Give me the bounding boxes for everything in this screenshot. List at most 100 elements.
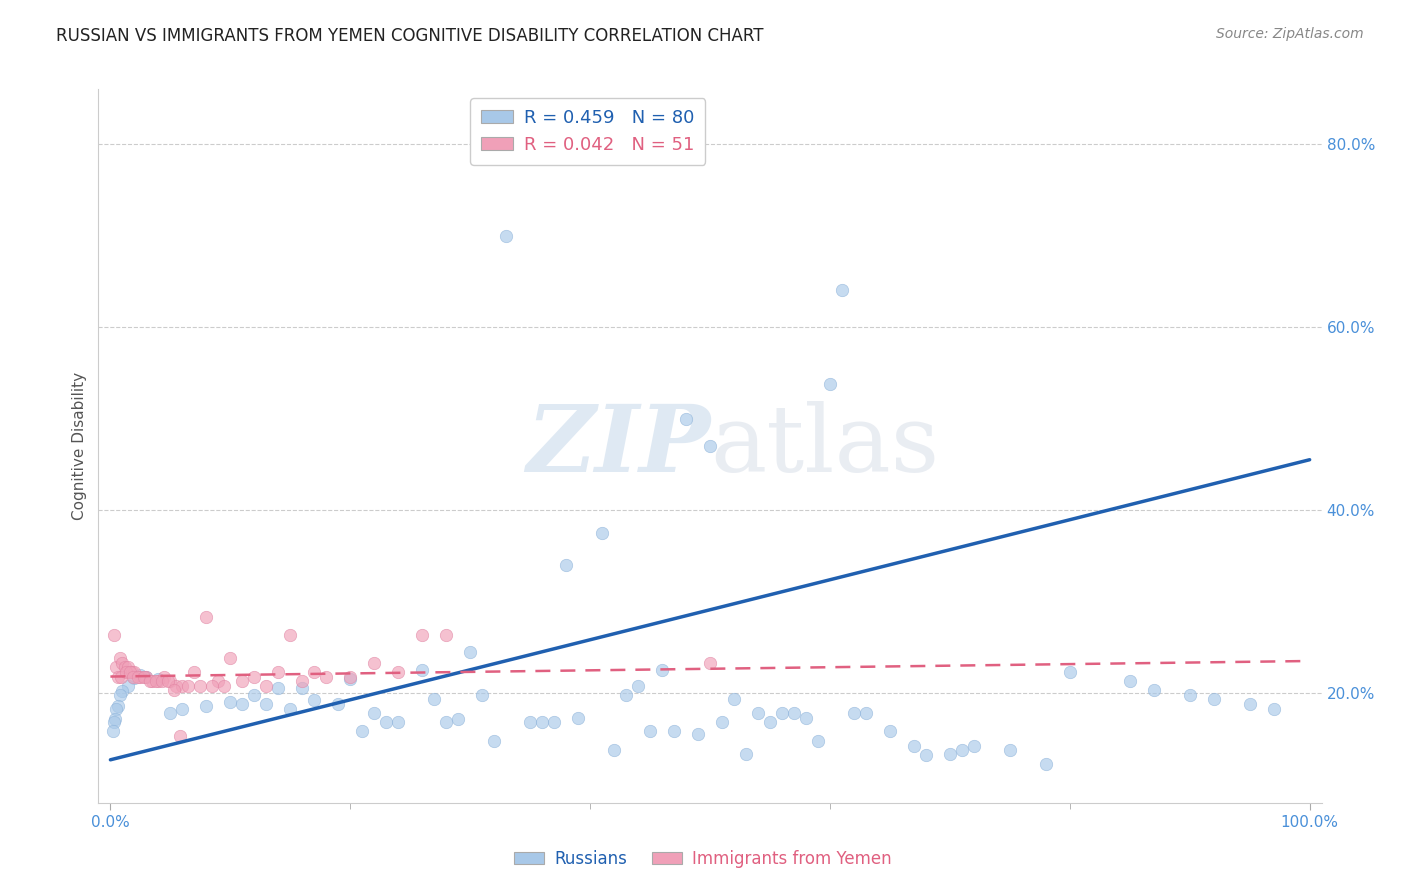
Point bbox=[352, 724, 374, 739]
Text: Source: ZipAtlas.com: Source: ZipAtlas.com bbox=[1216, 27, 1364, 41]
Y-axis label: Cognitive Disability: Cognitive Disability bbox=[72, 372, 87, 520]
Point bbox=[135, 669, 157, 683]
Point bbox=[105, 660, 128, 674]
Point bbox=[591, 525, 613, 540]
Point bbox=[495, 228, 517, 243]
Point bbox=[651, 663, 673, 677]
Point bbox=[153, 669, 176, 683]
Point bbox=[104, 712, 127, 726]
Point bbox=[105, 702, 128, 716]
Point bbox=[110, 669, 132, 683]
Point bbox=[783, 706, 806, 720]
Point bbox=[172, 702, 194, 716]
Point bbox=[231, 697, 253, 711]
Point bbox=[127, 669, 149, 683]
Point bbox=[447, 712, 470, 726]
Point bbox=[939, 747, 962, 762]
Point bbox=[108, 651, 131, 665]
Point bbox=[163, 683, 186, 698]
Point bbox=[699, 656, 721, 670]
Point bbox=[471, 688, 494, 702]
Point bbox=[207, 674, 229, 689]
Point bbox=[103, 628, 125, 642]
Point bbox=[807, 733, 830, 747]
Point bbox=[304, 693, 326, 707]
Point bbox=[107, 698, 129, 713]
Point bbox=[1202, 692, 1225, 706]
Point bbox=[219, 651, 242, 665]
Legend: Russians, Immigrants from Yemen: Russians, Immigrants from Yemen bbox=[508, 844, 898, 875]
Point bbox=[278, 701, 301, 715]
Point bbox=[723, 692, 745, 706]
Point bbox=[879, 724, 901, 739]
Point bbox=[627, 679, 650, 693]
Point bbox=[339, 673, 361, 687]
Point bbox=[1059, 665, 1081, 679]
Point bbox=[132, 669, 155, 683]
Point bbox=[165, 679, 187, 693]
Point bbox=[243, 669, 266, 683]
Point bbox=[328, 697, 350, 711]
Point bbox=[214, 679, 236, 693]
Point bbox=[842, 706, 865, 720]
Point bbox=[107, 669, 129, 683]
Point bbox=[111, 656, 134, 670]
Point bbox=[177, 679, 200, 693]
Point bbox=[156, 674, 179, 689]
Point bbox=[915, 748, 938, 763]
Point bbox=[108, 688, 131, 702]
Point bbox=[148, 674, 170, 689]
Point bbox=[148, 673, 170, 687]
Point bbox=[543, 715, 565, 730]
Point bbox=[267, 665, 290, 679]
Point bbox=[291, 674, 314, 689]
Point bbox=[195, 610, 218, 624]
Point bbox=[118, 665, 141, 679]
Point bbox=[183, 665, 205, 679]
Point bbox=[387, 665, 409, 679]
Text: ZIP: ZIP bbox=[526, 401, 710, 491]
Point bbox=[555, 558, 578, 572]
Point bbox=[423, 692, 446, 706]
Point bbox=[115, 665, 138, 679]
Point bbox=[201, 679, 224, 693]
Point bbox=[117, 679, 139, 693]
Point bbox=[998, 743, 1021, 757]
Point bbox=[172, 679, 194, 693]
Point bbox=[1263, 701, 1285, 715]
Legend: R = 0.459   N = 80, R = 0.042   N = 51: R = 0.459 N = 80, R = 0.042 N = 51 bbox=[470, 98, 706, 165]
Point bbox=[339, 669, 361, 683]
Point bbox=[159, 706, 181, 720]
Point bbox=[195, 698, 218, 713]
Point bbox=[315, 669, 337, 683]
Point bbox=[111, 684, 134, 698]
Point bbox=[831, 284, 853, 298]
Point bbox=[1035, 757, 1057, 772]
Point bbox=[117, 660, 139, 674]
Point bbox=[686, 727, 709, 741]
Point bbox=[129, 669, 152, 683]
Point bbox=[1178, 688, 1201, 702]
Point bbox=[818, 376, 841, 391]
Point bbox=[903, 739, 925, 753]
Point bbox=[188, 679, 211, 693]
Point bbox=[150, 674, 173, 689]
Point bbox=[770, 706, 793, 720]
Point bbox=[411, 663, 433, 677]
Point bbox=[114, 660, 136, 674]
Point bbox=[794, 711, 817, 725]
Point bbox=[121, 665, 143, 679]
Point bbox=[124, 665, 146, 679]
Point bbox=[219, 695, 242, 709]
Point bbox=[434, 628, 457, 642]
Point bbox=[254, 697, 277, 711]
Point bbox=[1119, 674, 1142, 689]
Point bbox=[855, 706, 877, 720]
Point bbox=[434, 715, 457, 730]
Point bbox=[531, 715, 554, 730]
Point bbox=[363, 706, 385, 720]
Point bbox=[101, 724, 124, 739]
Point bbox=[614, 688, 637, 702]
Point bbox=[129, 667, 152, 681]
Point bbox=[458, 645, 481, 659]
